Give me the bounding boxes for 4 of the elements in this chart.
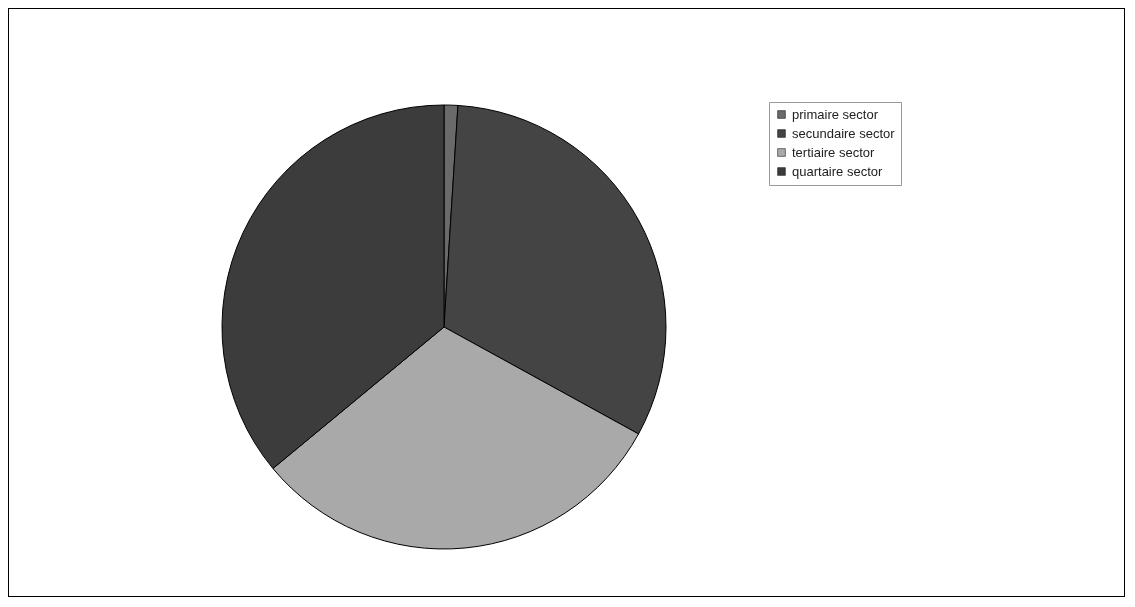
legend-label: quartaire sector <box>792 163 883 179</box>
legend-label: tertiaire sector <box>792 144 876 160</box>
legend-label: primaire sector <box>792 106 879 122</box>
legend-label: secundaire sector <box>792 125 896 141</box>
